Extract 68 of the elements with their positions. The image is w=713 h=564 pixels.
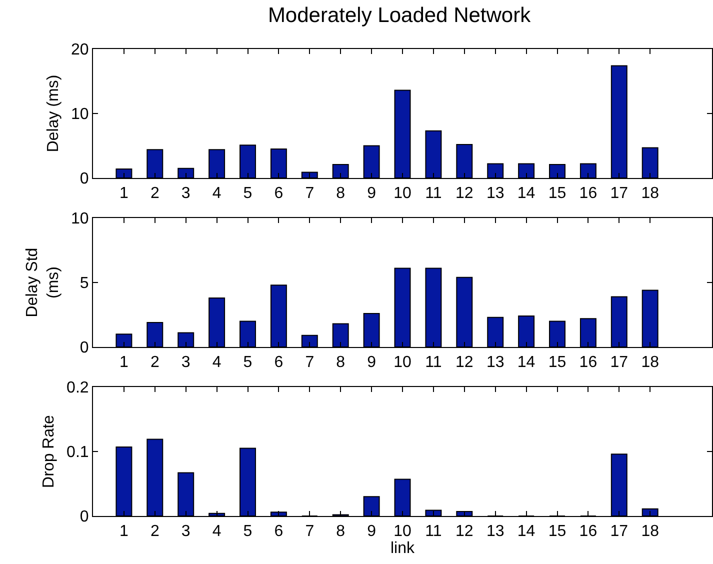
x-tick-label: 14 xyxy=(517,185,536,202)
x-tick-label: 4 xyxy=(212,185,222,202)
x-tick-label: 7 xyxy=(305,185,314,202)
x-tick-label: 6 xyxy=(274,523,284,540)
x-tick-label: 9 xyxy=(367,354,376,372)
x-tick-label: 11 xyxy=(425,185,442,202)
x-tick-label: 15 xyxy=(548,523,566,540)
x-tick-label: 5 xyxy=(243,185,252,202)
y-tick-label: 10 xyxy=(71,106,89,124)
x-tick-label: 12 xyxy=(456,185,474,202)
x-tick-label: 13 xyxy=(486,354,504,372)
x-tick-label: 9 xyxy=(367,185,376,202)
x-tick-label: 18 xyxy=(641,354,660,372)
x-tick-label: 3 xyxy=(181,354,190,372)
x-tick-label: 7 xyxy=(305,354,314,372)
x-tick-label: 13 xyxy=(486,185,504,202)
x-tick-label: 8 xyxy=(336,185,346,202)
x-tick-label: 17 xyxy=(610,354,628,372)
x-tick-label: 10 xyxy=(394,523,412,540)
x-tick-label: 13 xyxy=(486,523,504,540)
x-tick-label: 16 xyxy=(579,185,598,202)
x-tick-label: 1 xyxy=(119,523,128,540)
x-tick-label: 2 xyxy=(150,185,160,202)
x-tick-label: 16 xyxy=(579,354,598,372)
x-tick-label: 3 xyxy=(181,523,190,540)
y-tick-label: 0.2 xyxy=(66,380,89,397)
y-tick-label: 0.1 xyxy=(66,444,89,462)
x-tick-label: 4 xyxy=(212,523,222,540)
x-tick-label: 10 xyxy=(394,354,412,372)
y-axis-title: Delay Std (ms) xyxy=(24,248,62,318)
x-tick-label: 17 xyxy=(610,523,628,540)
y-tick-label: 0 xyxy=(80,508,89,526)
y-tick-label: 20 xyxy=(71,42,89,59)
x-tick-label: 12 xyxy=(456,523,474,540)
x-tick-label: 6 xyxy=(274,354,284,372)
y-axis-title: Drop Rate xyxy=(40,414,58,488)
x-tick-label: 7 xyxy=(305,523,314,540)
x-tick-label: 12 xyxy=(456,354,474,372)
x-tick-label: 18 xyxy=(641,185,660,202)
x-tick-label: 15 xyxy=(548,185,566,202)
x-tick-label: 10 xyxy=(394,185,412,202)
x-tick-label: 9 xyxy=(367,523,376,540)
x-tick-label: 5 xyxy=(243,523,252,540)
x-tick-label: 5 xyxy=(243,354,252,372)
x-tick-label: 8 xyxy=(336,523,346,540)
y-tick-label: 5 xyxy=(80,275,89,292)
x-tick-label: 1 xyxy=(119,185,128,202)
x-tick-label: 16 xyxy=(579,523,598,540)
x-tick-label: 3 xyxy=(181,185,190,202)
y-tick-label: 0 xyxy=(80,340,89,357)
chart-title: Moderately Loaded Network xyxy=(268,4,532,27)
y-tick-label: 10 xyxy=(71,210,89,228)
x-axis-title: link xyxy=(390,540,416,558)
x-tick-label: 14 xyxy=(517,523,536,540)
x-tick-label: 8 xyxy=(336,354,346,372)
x-tick-label: 17 xyxy=(610,185,628,202)
y-axis-title: Delay (ms) xyxy=(44,74,62,152)
x-tick-label: 18 xyxy=(641,523,660,540)
x-tick-label: 6 xyxy=(274,185,284,202)
x-tick-label: 11 xyxy=(425,523,442,540)
x-tick-label: 14 xyxy=(517,354,536,372)
x-tick-label: 2 xyxy=(150,523,160,540)
x-tick-label: 1 xyxy=(119,354,128,372)
y-tick-label: 0 xyxy=(80,170,89,188)
x-tick-label: 15 xyxy=(548,354,566,372)
x-tick-label: 4 xyxy=(212,354,222,372)
x-tick-label: 11 xyxy=(425,354,442,372)
x-tick-label: 2 xyxy=(150,354,160,372)
